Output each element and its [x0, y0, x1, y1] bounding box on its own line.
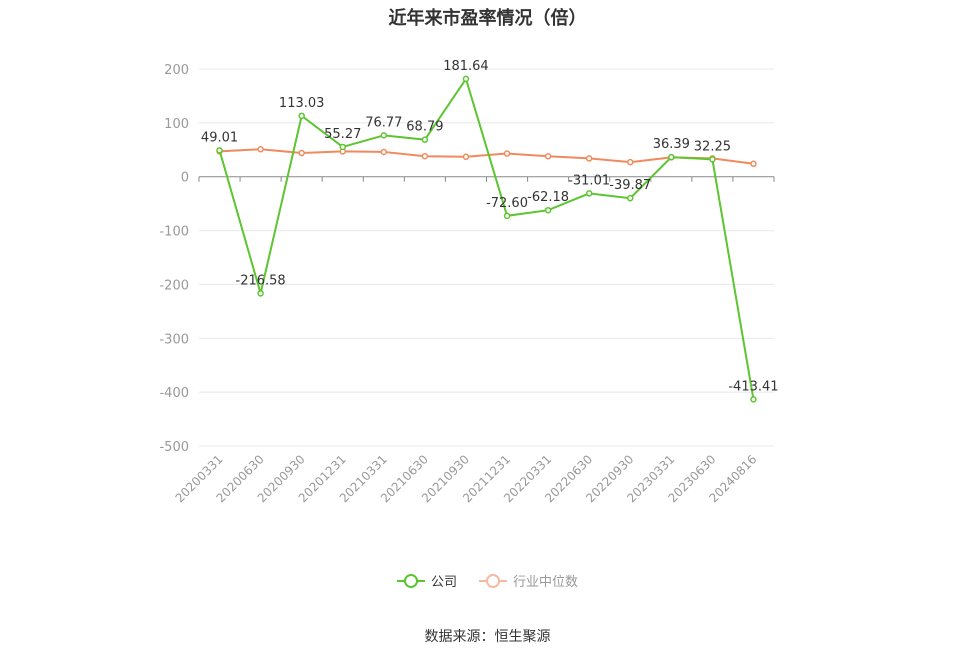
company-data-label: 181.64 — [443, 59, 489, 74]
chart-title: 近年来市盈率情况（倍） — [388, 8, 587, 29]
y-tick-label: -300 — [159, 332, 189, 347]
company-data-point — [627, 194, 634, 202]
company-data-label: -413.41 — [728, 379, 778, 394]
company-data-point — [421, 136, 429, 143]
y-tick-label: 0 — [181, 171, 189, 186]
company-data-point — [339, 143, 346, 151]
industry-median-data-point — [627, 158, 634, 166]
company-data-point — [544, 206, 552, 214]
company-data-label: -216.58 — [236, 273, 286, 288]
legend-industry-swatch-icon — [479, 573, 507, 589]
company-data-point — [503, 212, 511, 220]
legend-item-industry-median[interactable]: 行业中位数 — [479, 571, 578, 590]
company-data-point — [380, 132, 388, 139]
legend-item-company[interactable]: 公司 — [396, 571, 457, 590]
company-data-label: 36.39 — [653, 137, 690, 152]
y-tick-label: -200 — [159, 278, 189, 293]
company-data-label: 76.77 — [365, 115, 402, 130]
company-data-label: 113.03 — [279, 96, 325, 111]
y-tick-label: -100 — [159, 225, 189, 240]
industry-median-data-point — [298, 149, 305, 157]
company-data-label: -72.60 — [486, 196, 528, 211]
industry-median-data-point — [462, 153, 470, 161]
company-data-label: -31.01 — [568, 173, 610, 188]
chart-legend: 公司 行业中位数 — [0, 571, 975, 590]
industry-median-data-point — [503, 150, 511, 157]
y-tick-label: -400 — [159, 386, 189, 401]
company-data-point — [585, 190, 593, 197]
company-data-label: 49.01 — [201, 130, 238, 145]
y-tick-label: 100 — [164, 117, 189, 132]
industry-median-data-point — [380, 148, 388, 156]
y-tick-label: 200 — [164, 63, 189, 78]
industry-median-data-point — [257, 145, 264, 153]
company-data-label: 68.79 — [406, 120, 443, 135]
company-data-point — [709, 156, 716, 163]
y-tick-label: -500 — [159, 440, 189, 455]
data-source: 数据来源：恒生聚源 — [424, 629, 551, 645]
company-data-label: 32.25 — [694, 139, 731, 154]
industry-median-data-point — [421, 152, 429, 160]
company-data-point — [298, 112, 305, 120]
industry-median-data-point — [750, 160, 757, 168]
company-data-point — [462, 75, 470, 83]
industry-median-series-line — [219, 148, 754, 165]
legend-company-label: 公司 — [430, 575, 457, 590]
company-data-label: -62.18 — [527, 190, 569, 205]
company-data-point — [750, 396, 757, 403]
company-data-point — [668, 153, 675, 161]
company-data-point — [216, 147, 223, 154]
legend-industry-label: 行业中位数 — [513, 575, 579, 590]
company-series-line — [218, 76, 755, 400]
legend-company-swatch-icon — [396, 573, 425, 589]
company-data-label: 55.27 — [324, 127, 361, 142]
company-data-label: -39.87 — [609, 178, 651, 193]
industry-median-data-point — [585, 155, 593, 162]
industry-median-data-point — [544, 152, 552, 160]
company-data-point — [257, 290, 264, 297]
